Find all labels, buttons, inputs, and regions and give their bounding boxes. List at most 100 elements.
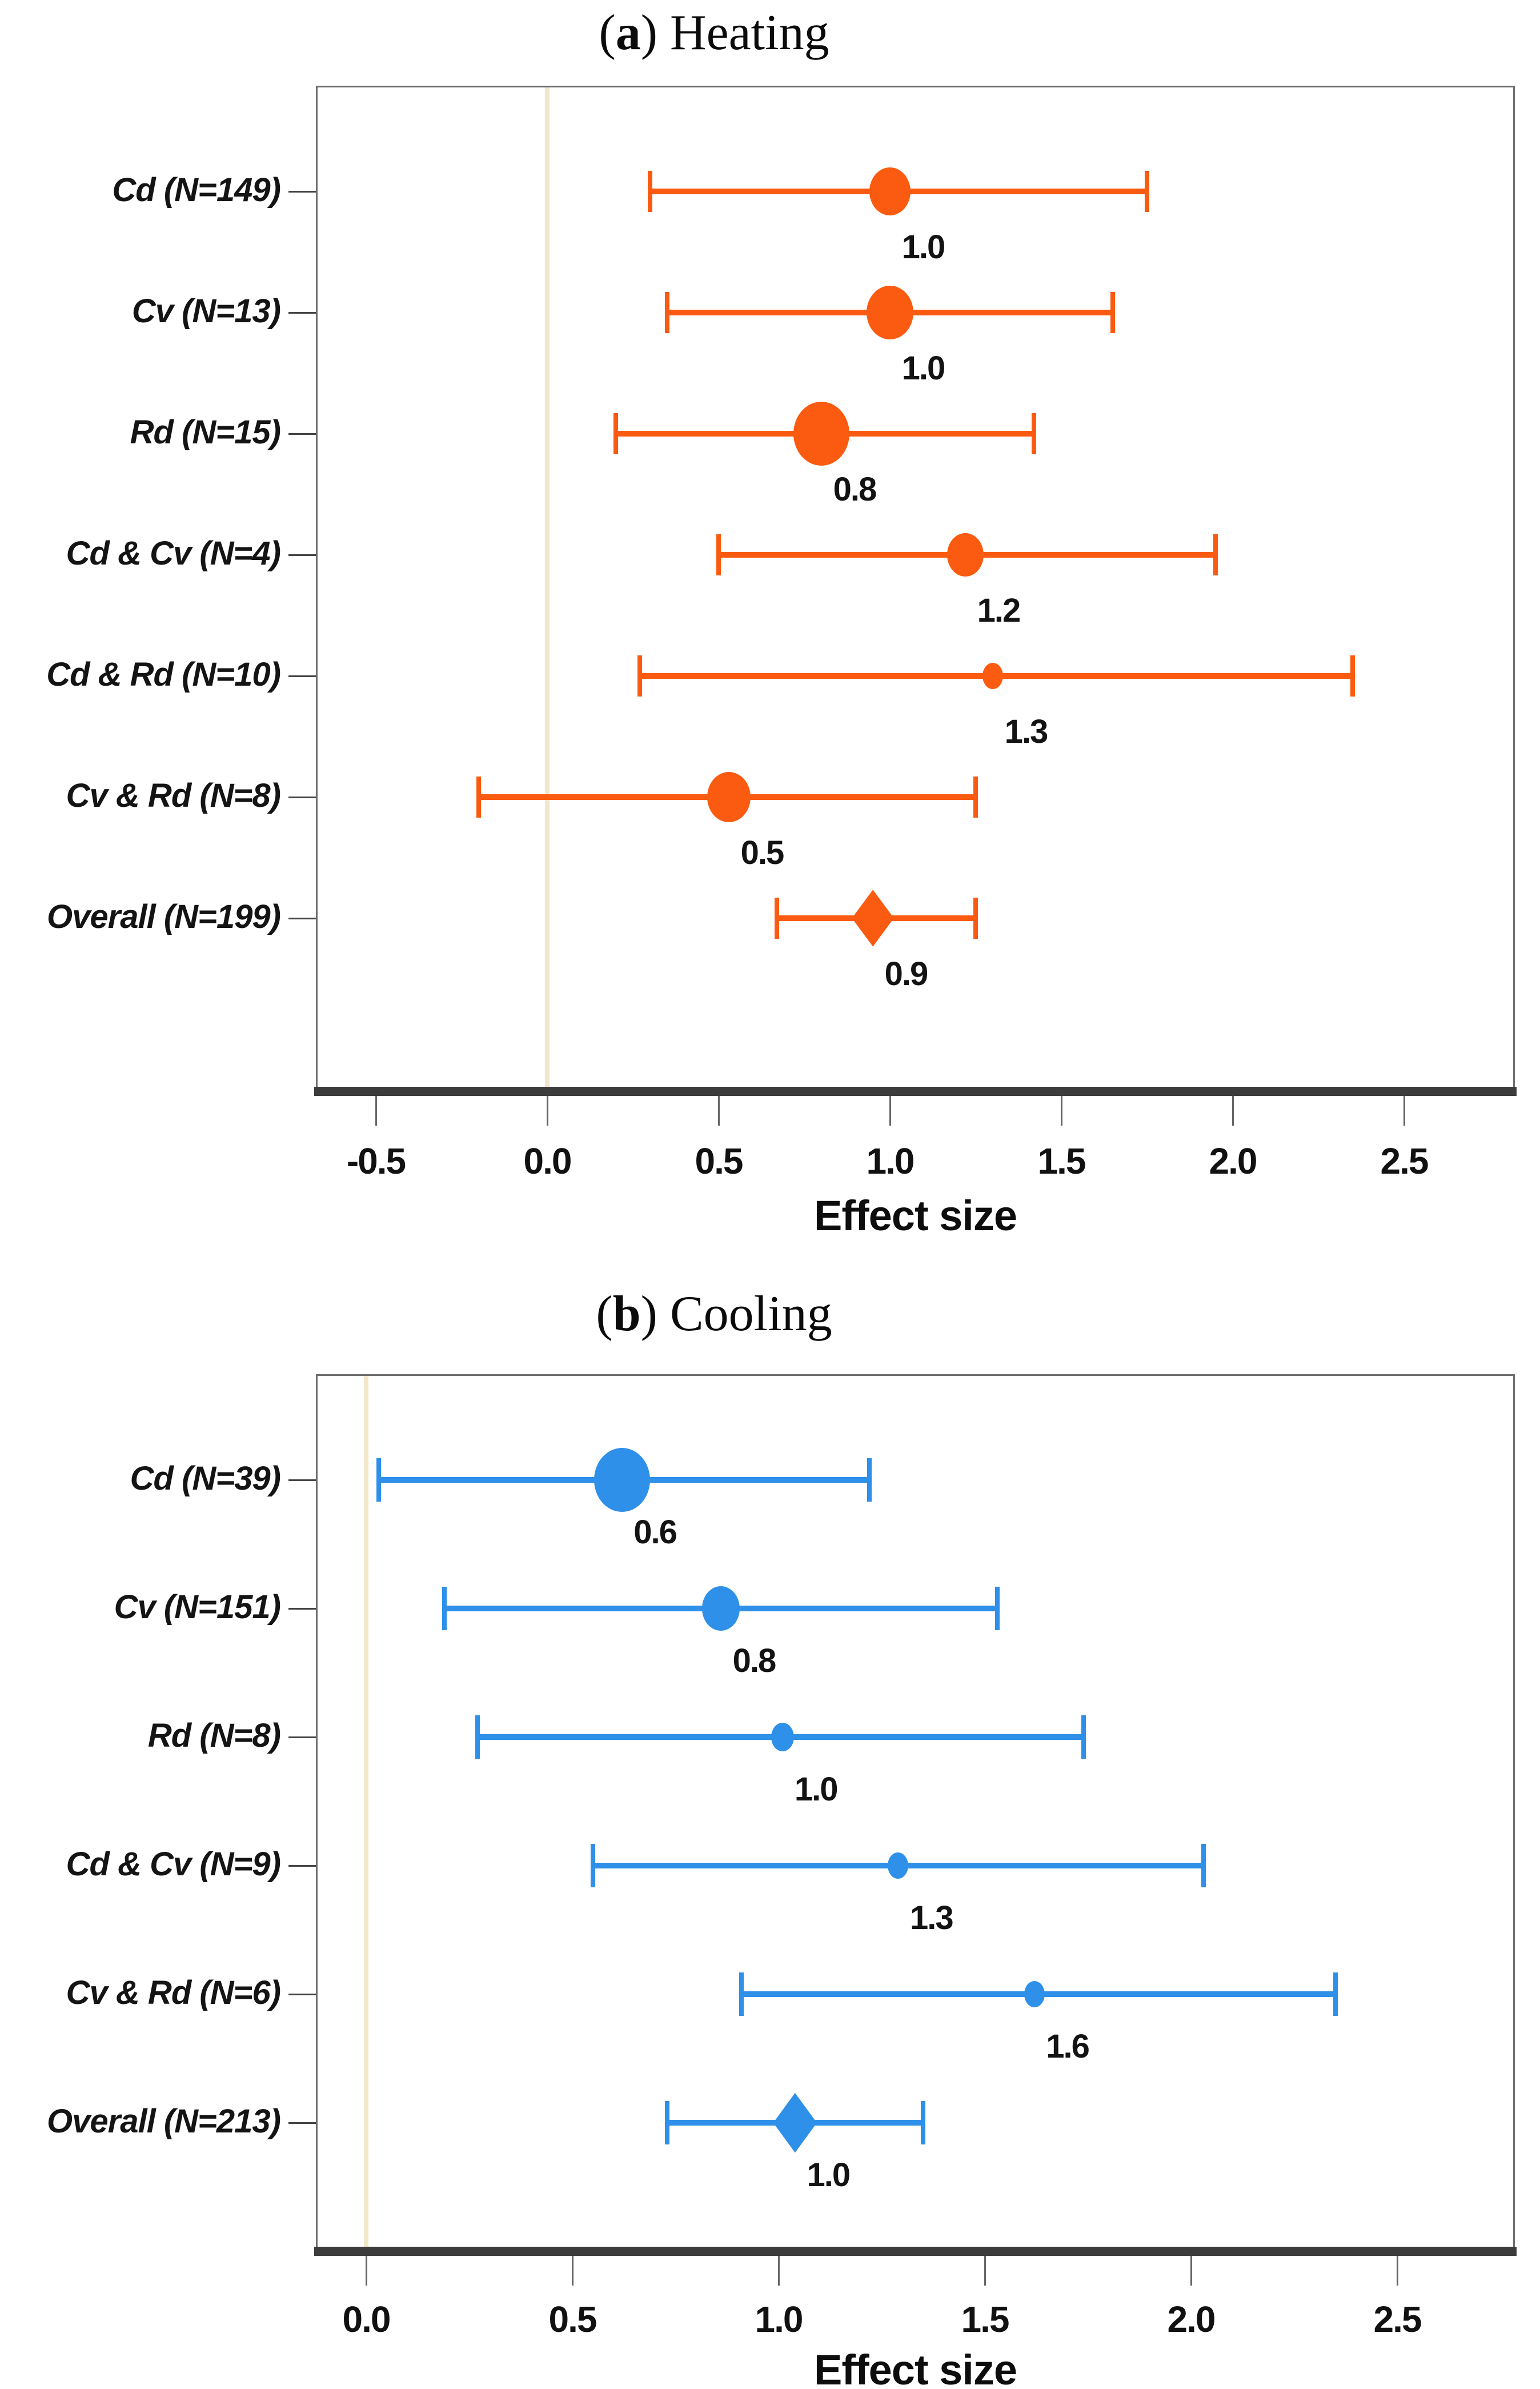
zero-reference-line [364,1375,368,2250]
x-tick-label: 1.0 [866,1141,915,1182]
ci-cap-left [376,1458,381,1502]
x-tick-label: 1.5 [961,2299,1010,2340]
point-estimate-marker [869,167,911,215]
estimate-value-label: 1.0 [807,2156,851,2194]
ci-cap-right [994,1587,1000,1630]
ci-cap-right [1032,413,1036,454]
chart-b-title-open-paren: ( [596,1286,613,1342]
row-label: Overall (N=199) [47,898,281,935]
y-axis-tick [288,554,316,556]
y-axis-tick [288,1736,316,1738]
row-label: Cv & Rd (N=8) [66,777,281,814]
x-axis-label: Effect size [813,1192,1017,1239]
ci-cap-left [476,777,481,818]
ci-cap-left [637,655,642,697]
chart-b-title-word: Cooling [657,1286,832,1342]
row-label: Cd & Cv (N=4) [66,534,281,572]
x-tick [365,2256,367,2286]
x-tick [1060,1096,1062,1126]
ci-cap-left [665,2101,670,2144]
ci-cap-right [1201,1844,1206,1887]
point-estimate-marker [982,663,1003,689]
row-label: Cd (N=149) [112,171,281,209]
row-label: Rd (N=8) [147,1716,281,1754]
x-tick-label: -0.5 [346,1141,406,1182]
row-label: Rd (N=15) [130,413,281,451]
x-axis-label: Effect size [813,2346,1017,2389]
x-axis-line [314,1087,1517,1096]
x-tick-label: 0.0 [342,2299,391,2340]
x-tick-label: 2.0 [1167,2299,1216,2340]
y-axis-tick [288,311,316,314]
x-tick [1232,1096,1234,1126]
point-estimate-marker [947,533,984,577]
x-tick [1403,1096,1405,1126]
chart-a-title-close-paren: ) [640,5,658,61]
x-tick [546,1096,548,1126]
y-axis-tick [288,1993,316,1995]
x-tick [777,2256,780,2286]
estimate-value-label: 1.3 [1004,713,1049,750]
point-estimate-marker [593,1448,650,1512]
row-label: Cv & Rd (N=6) [66,1974,281,2011]
y-axis-tick [288,796,316,798]
ci-cap-right [867,1458,872,1502]
x-tick [984,2256,986,2286]
ci-cap-right [1145,171,1149,212]
y-axis-tick [288,1479,316,1481]
ci-cap-right [973,777,978,818]
row-label: Cv (N=13) [131,292,281,330]
row-label: Cd & Cv (N=9) [66,1845,281,1883]
x-tick-label: 2.5 [1380,1141,1429,1182]
ci-cap-right [920,2101,925,2144]
x-tick [375,1096,377,1126]
estimate-value-label: 1.0 [794,1771,839,1808]
x-tick [889,1096,891,1126]
y-axis-tick [288,190,316,193]
estimate-value-label: 1.0 [901,350,946,387]
y-axis-tick [288,675,316,677]
ci-cap-left [591,1844,596,1887]
x-tick-label: 1.0 [755,2299,804,2340]
estimate-value-label: 0.5 [740,834,785,871]
ci-cap-left [716,534,721,575]
point-estimate-marker [701,1586,740,1631]
ci-cap-left [613,413,618,454]
y-axis-tick [288,1864,316,1867]
chart-b-title-close-paren: ) [640,1286,657,1342]
point-estimate-marker [867,286,913,339]
chart-b-title: (b) Cooling [228,1286,1200,1342]
x-tick [1190,2256,1192,2286]
y-axis-tick [288,917,316,919]
ci-cap-right [1081,1715,1086,1759]
point-estimate-marker [793,402,849,466]
ci-cap-right [1213,534,1218,575]
point-estimate-marker [707,772,751,822]
ci-cap-right [1333,1972,1338,2016]
estimate-value-label: 0.9 [884,955,929,993]
zero-reference-line [545,87,550,1090]
point-estimate-marker [888,1852,909,1879]
ci-cap-left [475,1715,480,1759]
ci-cap-left [648,171,652,212]
row-label: Cd (N=39) [130,1459,281,1497]
y-axis-tick [288,2122,316,2124]
x-tick-label: 0.5 [695,1141,744,1182]
x-tick-label: 0.5 [548,2299,597,2340]
estimate-value-label: 0.8 [833,471,877,508]
ci-cap-right [1110,292,1115,333]
y-axis-tick [288,1607,316,1610]
y-axis-tick [288,433,316,435]
chart-b-title-letter: b [612,1286,641,1342]
x-tick-label: 0.0 [523,1141,572,1182]
point-estimate-marker [1024,1981,1045,2007]
ci-cap-left [665,292,669,333]
ci-cap-left [775,898,779,939]
x-tick [717,1096,720,1126]
x-tick-label: 2.0 [1209,1141,1258,1182]
estimate-value-label: 0.6 [633,1514,677,1551]
chart-a-title-word: Heating [657,5,829,61]
